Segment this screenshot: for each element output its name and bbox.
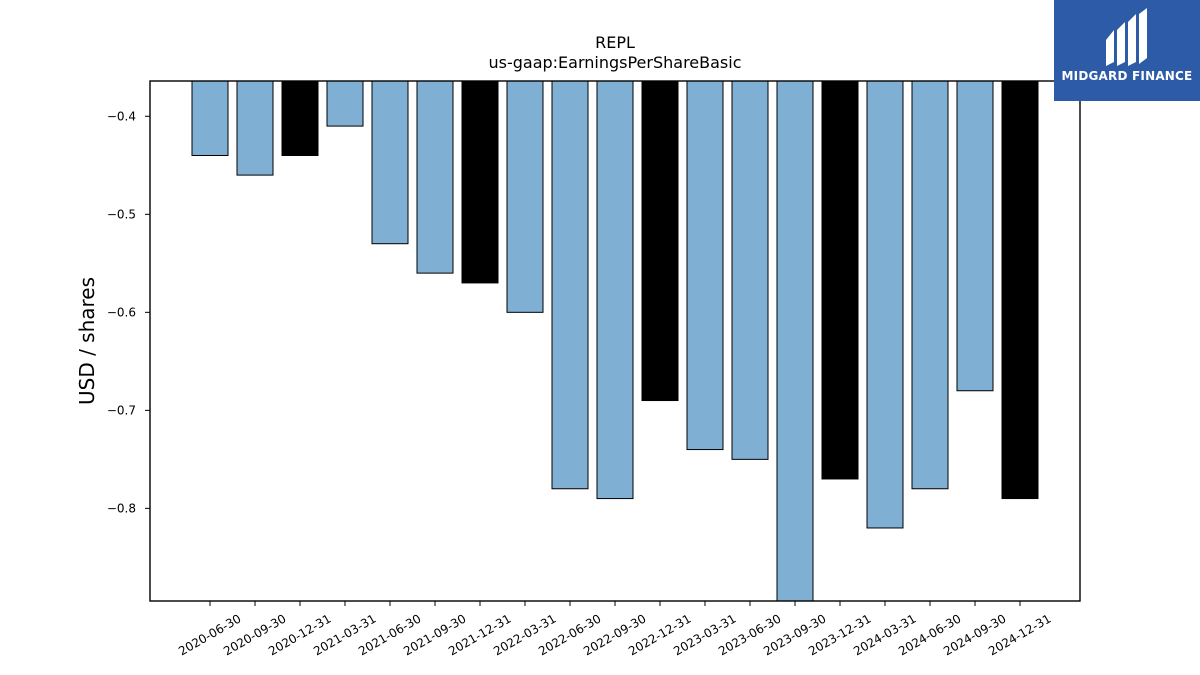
bar-2023-12-31 [821,81,859,480]
y-axis-label: USD / shares [75,277,99,405]
y-ticks: −0.4 −0.5 −0.6 −0.7 −0.8 [107,109,150,515]
midgard-finance-logo: MIDGARD FINANCE [1054,0,1200,101]
y-tick-label: −0.6 [107,305,136,319]
bar-2023-03-31 [686,81,724,451]
bar-2021-09-30 [416,81,454,274]
x-ticks: 2020-06-302020-09-302020-12-312021-03-31… [176,601,1054,658]
bar-2023-06-30 [731,81,769,460]
y-tick-label: −0.8 [107,501,136,515]
bar-2021-03-31 [326,81,364,127]
logo-text: MIDGARD FINANCE [1061,69,1193,83]
y-tick-label: −0.5 [107,207,136,221]
chart-subtitle: us-gaap:EarningsPerShareBasic [488,53,741,72]
bar-2020-09-30 [236,81,274,176]
bar-2020-06-30 [191,81,229,156]
bar-2020-12-31 [281,81,319,156]
bars [191,81,1039,601]
bar-2022-03-31 [506,81,544,313]
bar-2022-06-30 [551,81,589,490]
chart-title: REPL [595,33,635,52]
bar-2022-09-30 [596,81,634,500]
bar-2022-12-31 [641,81,679,402]
y-tick-label: −0.7 [107,403,136,417]
bar-2024-06-30 [911,81,949,490]
midgard-logo-icon [1106,8,1147,66]
bar-2023-09-30 [776,81,814,601]
bar-2024-03-31 [866,81,904,529]
y-tick-label: −0.4 [107,109,136,123]
bar-2021-06-30 [371,81,409,245]
bar-2021-12-31 [461,81,499,284]
bar-2024-12-31 [1001,81,1039,500]
bar-2024-09-30 [956,81,994,392]
